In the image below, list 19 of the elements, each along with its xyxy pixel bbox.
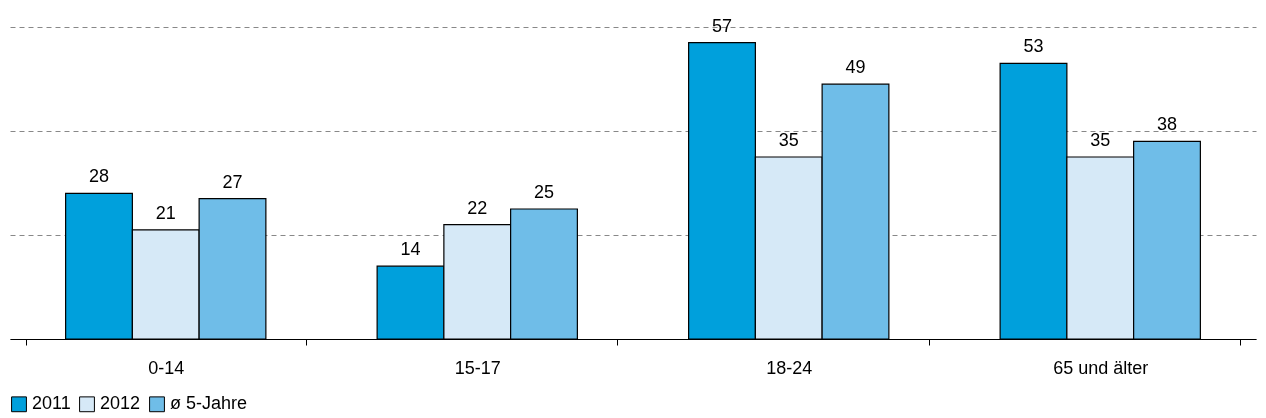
data-label: 14 xyxy=(400,239,421,260)
data-label: 35 xyxy=(778,130,799,150)
data-label: 22 xyxy=(467,197,488,218)
data-label: 27 xyxy=(222,171,243,192)
data-label: 35 xyxy=(1090,130,1111,150)
legend-label: ø 5-Jahre xyxy=(170,393,248,414)
x-tick-label: 18-24 xyxy=(766,357,813,378)
x-tick-label: 0-14 xyxy=(148,357,185,378)
legend-label: 2012 xyxy=(100,393,141,414)
data-label: 25 xyxy=(533,182,555,202)
data-label: 57 xyxy=(711,15,733,36)
data-label: 38 xyxy=(1156,114,1178,135)
x-tick-label: 15-17 xyxy=(454,357,501,378)
legend-label: 2011 xyxy=(32,393,71,414)
x-tick-label: 65 und älter xyxy=(1053,357,1149,378)
data-label: 21 xyxy=(155,202,176,223)
data-label: 53 xyxy=(1023,36,1044,57)
data-label: 49 xyxy=(845,57,866,78)
data-label: 28 xyxy=(88,166,110,187)
